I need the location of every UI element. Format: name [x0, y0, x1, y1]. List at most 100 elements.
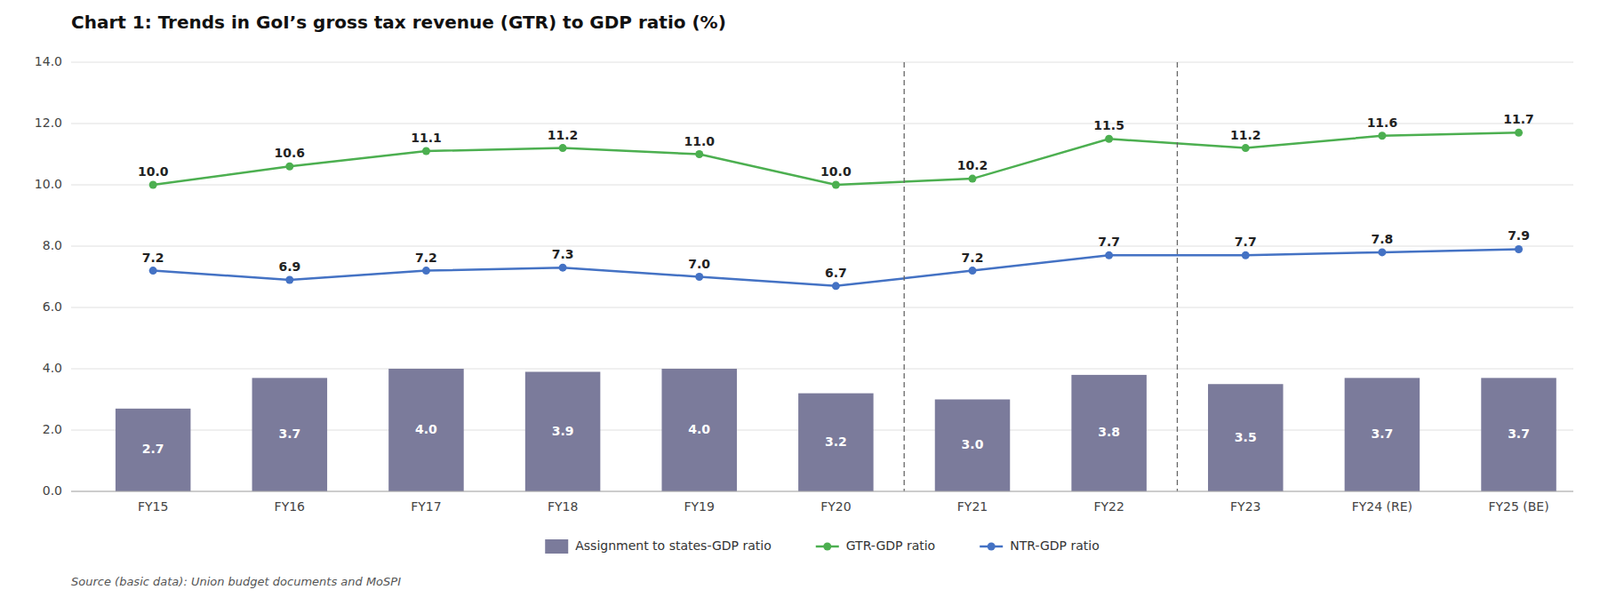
line — [152, 248, 1519, 286]
bar-label: 3.2 — [824, 434, 848, 449]
line — [152, 132, 1519, 185]
line-marker — [559, 264, 568, 272]
x-tick-label: FY19 — [684, 499, 715, 514]
bar — [798, 393, 874, 492]
bar-label: 3.0 — [961, 437, 984, 452]
legend-marker — [823, 543, 832, 552]
x-tick-label: FY21 — [957, 499, 988, 514]
legend-label: Assignment to states-GDP ratio — [575, 538, 772, 553]
line-marker — [968, 266, 977, 275]
line-marker — [422, 147, 431, 156]
grid-line — [71, 123, 1574, 125]
y-tick-label: 8.0 — [42, 238, 63, 253]
grid — [71, 62, 1574, 492]
grid-line — [71, 307, 1574, 309]
x-tick-label: FY25 (BE) — [1488, 499, 1549, 514]
bar-label: 3.7 — [278, 426, 301, 441]
line-marker — [1104, 251, 1113, 260]
grid-line — [71, 491, 1574, 493]
x-tick-label: FY20 — [820, 499, 851, 514]
y-tick-label: 10.0 — [34, 176, 63, 192]
line-label: 11.2 — [547, 128, 579, 143]
line-label: 11.6 — [1367, 115, 1399, 130]
x-tick-label: FY23 — [1230, 499, 1261, 514]
line-label: 7.2 — [961, 250, 984, 265]
legend-item: GTR-GDP ratio — [816, 538, 936, 553]
line-marker — [422, 266, 431, 275]
bar — [661, 368, 737, 492]
y-tick-label: 4.0 — [42, 360, 63, 376]
x-tick-label: FY18 — [547, 499, 578, 514]
bar-label: 2.7 — [142, 441, 165, 456]
bar — [252, 377, 328, 492]
bar — [388, 368, 464, 492]
x-axis-line — [71, 491, 1574, 493]
line-marker — [832, 281, 840, 290]
x-tick-label: FY17 — [410, 499, 441, 514]
line-label: 11.5 — [1093, 118, 1125, 133]
bar — [1071, 375, 1147, 492]
bar-label: 4.0 — [415, 422, 438, 437]
line-marker — [285, 275, 294, 284]
y-tick-label: 14.0 — [34, 54, 63, 69]
bar-label: 3.7 — [1371, 426, 1394, 441]
line-label: 11.1 — [410, 130, 442, 145]
bar — [115, 408, 192, 492]
line-label: 7.9 — [1507, 228, 1530, 243]
bar-label: 4.0 — [688, 422, 711, 437]
legend-label: GTR-GDP ratio — [846, 538, 936, 553]
line-label: 7.7 — [1097, 234, 1120, 249]
line-marker — [695, 272, 704, 281]
line-label: 6.9 — [278, 259, 301, 274]
line-label: 10.0 — [137, 164, 169, 179]
grid-line — [71, 184, 1574, 186]
line-marker — [695, 150, 704, 159]
line-marker — [968, 175, 977, 184]
line-marker — [1514, 245, 1523, 254]
line-marker — [1241, 251, 1250, 260]
x-tick-label: FY22 — [1093, 499, 1124, 514]
legend-item: NTR-GDP ratio — [979, 538, 1100, 553]
line-marker — [1377, 248, 1386, 256]
y-tick-label: 0.0 — [42, 483, 63, 498]
plot-area — [115, 62, 1557, 492]
source-note: Source (basic data): Union budget docume… — [71, 575, 401, 589]
x-tick-label: FY15 — [137, 499, 168, 514]
chart: Chart 1: Trends in GoI’s gross tax reven… — [0, 0, 1600, 598]
bar — [935, 400, 1011, 493]
legend: Assignment to states-GDP ratio GTR-GDP ra… — [544, 538, 1100, 554]
legend-marker — [987, 543, 996, 552]
grid-line — [71, 246, 1574, 248]
line-marker — [285, 162, 294, 171]
line-label: 6.7 — [824, 265, 848, 280]
line-label: 7.2 — [142, 250, 165, 265]
divider-line — [904, 62, 905, 492]
line-marker — [1241, 144, 1250, 152]
line-marker — [1104, 135, 1113, 144]
line-marker — [1514, 128, 1523, 137]
bar — [1480, 377, 1557, 492]
line-marker — [149, 181, 158, 190]
data-labels: 2.73.74.03.94.03.23.03.83.53.73.710.010.… — [137, 112, 1535, 456]
bar — [1208, 384, 1284, 492]
x-tick-label: FY24 (RE) — [1352, 499, 1413, 514]
legend-label: NTR-GDP ratio — [1009, 538, 1100, 553]
line-marker — [559, 144, 568, 152]
legend-swatch — [544, 539, 568, 554]
line-label: 11.7 — [1503, 112, 1535, 127]
line-label: 7.2 — [415, 250, 438, 265]
line-marker — [1377, 131, 1386, 140]
line-label: 7.8 — [1371, 232, 1394, 247]
y-tick-label: 12.0 — [34, 115, 63, 130]
line-marker — [149, 266, 158, 275]
grid-line — [71, 62, 1574, 64]
bar-label: 3.8 — [1097, 424, 1120, 440]
x-tick-label: FY16 — [274, 499, 306, 514]
line-label: 11.0 — [683, 134, 715, 149]
y-tick-label: 2.0 — [42, 422, 63, 437]
line-label: 7.7 — [1234, 234, 1257, 249]
bar-label: 3.5 — [1234, 430, 1257, 445]
line-label: 10.2 — [957, 158, 989, 173]
line-label: 10.6 — [274, 145, 306, 160]
line-label: 7.3 — [552, 247, 575, 262]
